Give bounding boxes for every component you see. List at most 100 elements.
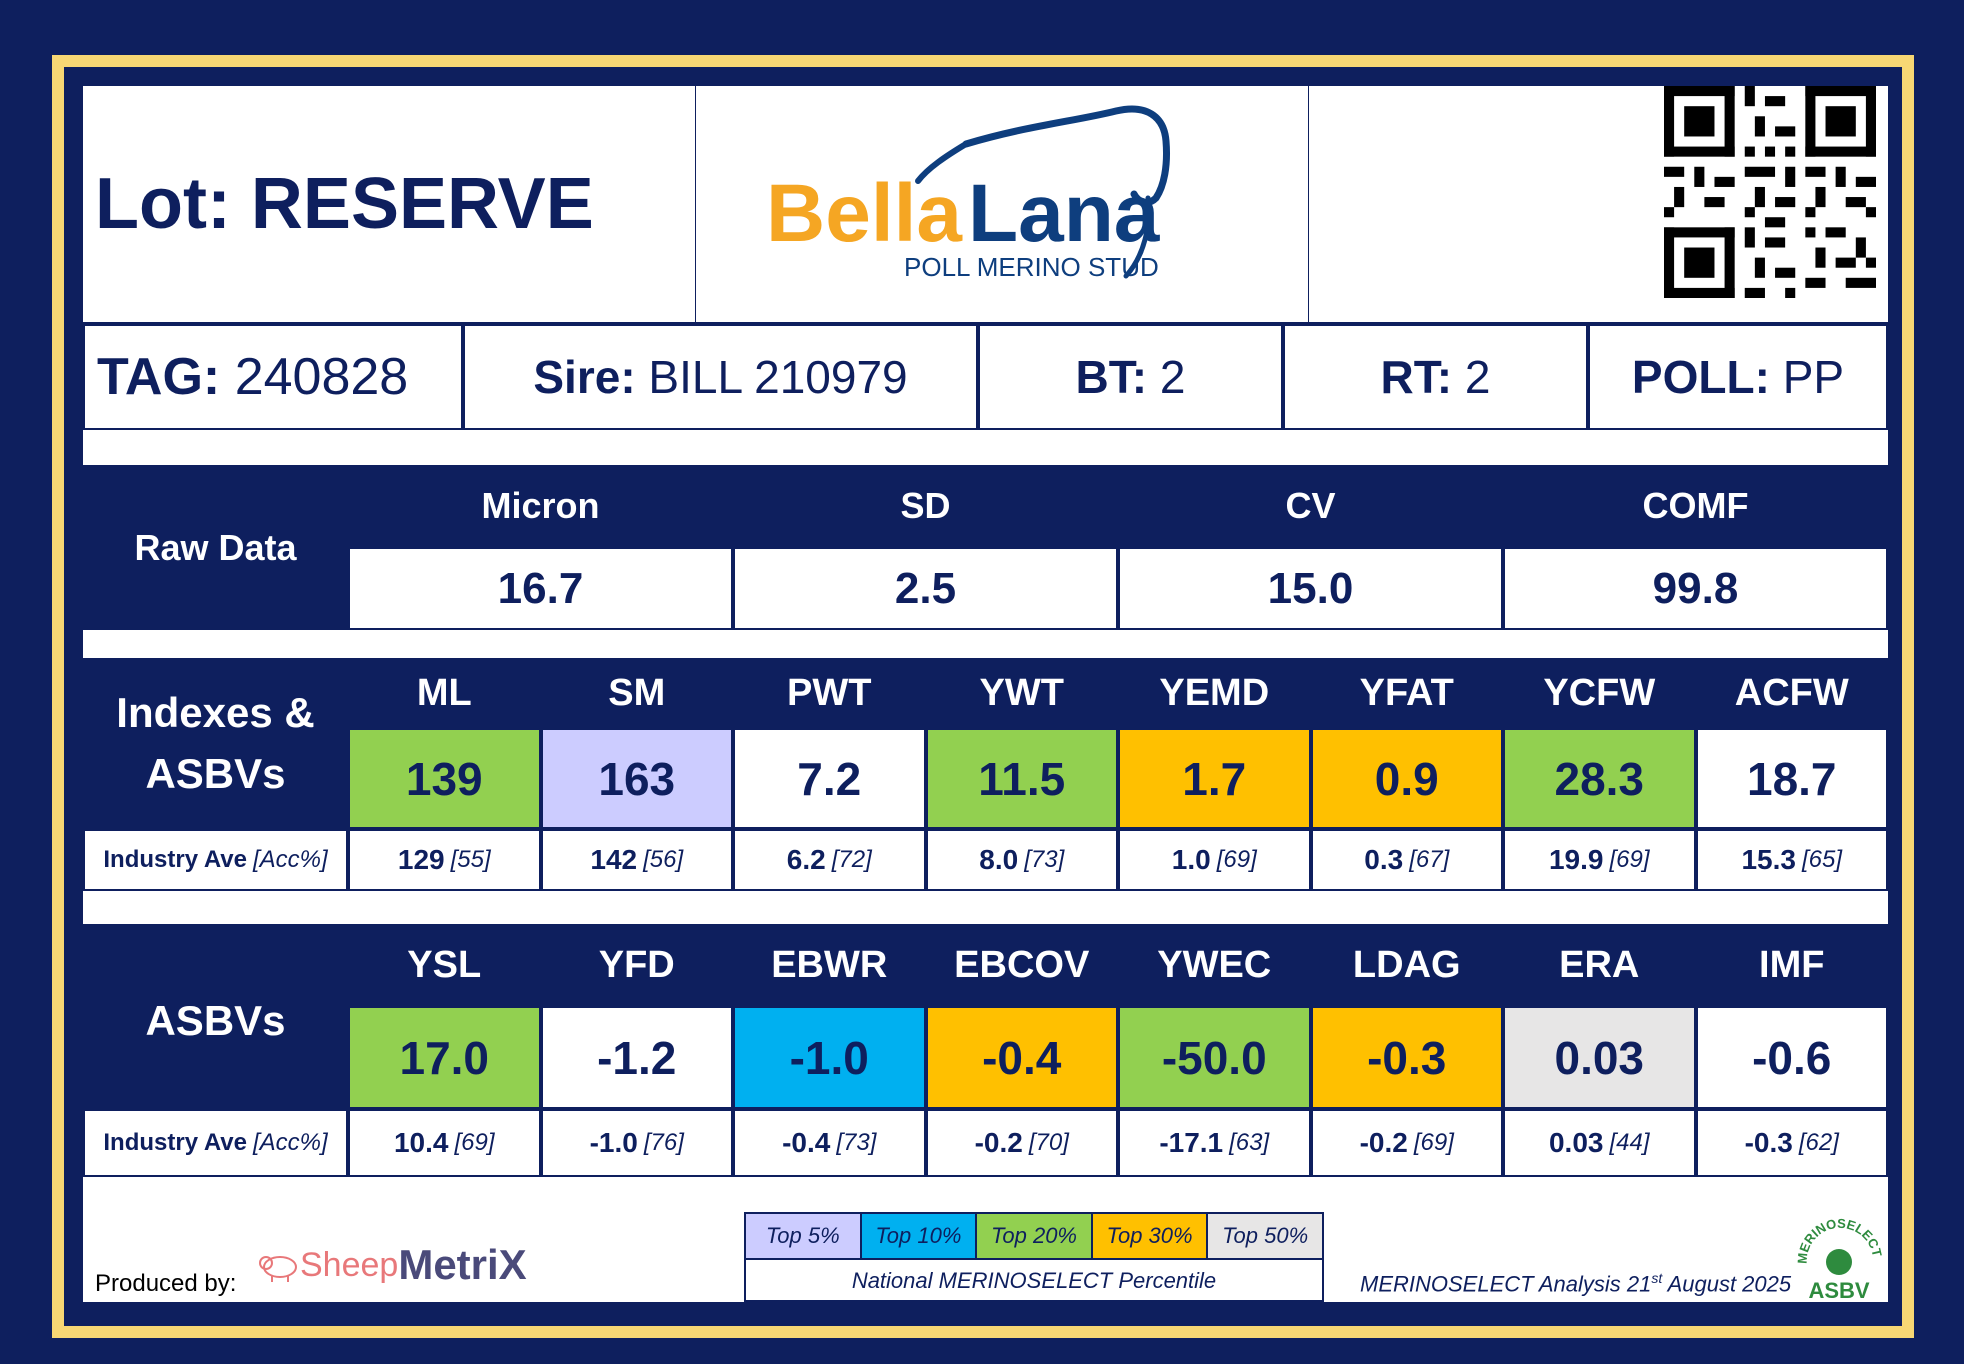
industry-ave-ebwr: -0.4 [73] xyxy=(733,1109,926,1177)
header-imf: IMF xyxy=(1759,943,1825,986)
value-sm: 163 xyxy=(540,728,733,829)
raw-header-comf: COMF xyxy=(1642,485,1749,526)
industry-ave-value-yemd: 1.0 xyxy=(1171,844,1211,875)
sheepmetrix-logo: Sheep MetriX xyxy=(258,1240,527,1290)
header-era: ERA xyxy=(1559,943,1640,986)
industry-acc-text: [Acc%] xyxy=(252,846,328,873)
industry-ave-ycfw: 19.9 [69] xyxy=(1503,829,1696,891)
lot-title: Lot: RESERVE xyxy=(95,164,594,244)
spacer-strip xyxy=(83,1177,1888,1212)
industry-ave-era: 0.03 [44] xyxy=(1503,1109,1696,1177)
industry-ave-ebcov: -0.2 [70] xyxy=(925,1109,1118,1177)
indexes-headers: ML SM PWT YWT YEMD YFAT YCFW ACFW xyxy=(348,658,1888,728)
header-sm: SM xyxy=(608,671,666,714)
percentile-legend-row: Top 5% Top 10% Top 20% Top 30% Top 50% xyxy=(746,1214,1322,1260)
analysis-date: MERINOSELECT Analysis 21st August 2025 xyxy=(1360,1270,1791,1297)
badge-bottom-text: ASBV xyxy=(1808,1278,1869,1302)
industry-ave-value-pwt: 6.2 xyxy=(786,844,826,875)
value-ycfw: 28.3 xyxy=(1503,728,1696,829)
industry-ave-value-yfd: -1.0 xyxy=(589,1127,638,1158)
industry-ave-value-ml: 129 xyxy=(397,844,445,875)
header-yemd: YEMD xyxy=(1159,671,1270,714)
indexes-label-line1: Indexes & xyxy=(116,688,315,736)
value-ysl: 17.0 xyxy=(348,1006,541,1109)
industry-acc-value-ml: [55] xyxy=(450,846,491,873)
legend-item-top-20: Top 20% xyxy=(977,1214,1093,1260)
header-ycfw: YCFW xyxy=(1543,671,1656,714)
raw-value-comf: 99.8 xyxy=(1503,547,1888,630)
industry-acc-value-yemd: [69] xyxy=(1216,846,1257,873)
industry-ave-value-ywt: 8.0 xyxy=(979,844,1019,875)
tag-row: TAG: 240828 Sire: BILL 210979 BT: 2 RT: … xyxy=(83,324,1888,430)
industry-acc-value-sm: [56] xyxy=(643,846,684,873)
value-yfat: 0.9 xyxy=(1310,728,1503,829)
sire-value: BILL 210979 xyxy=(648,351,908,403)
industry-ave-ysl: 10.4 [69] xyxy=(348,1109,541,1177)
header-yfat: YFAT xyxy=(1359,671,1454,714)
header-ebcov: EBCOV xyxy=(954,943,1090,986)
raw-header-micron: Micron xyxy=(481,485,600,526)
header-ywec: YWEC xyxy=(1157,943,1272,986)
footer: Produced by: Sheep MetriX Top 5% Top 10% To… xyxy=(83,1212,1888,1302)
rt-value: 2 xyxy=(1464,351,1491,403)
value-pwt: 7.2 xyxy=(733,728,926,829)
industry-ave-value-ldag: -0.2 xyxy=(1359,1127,1408,1158)
tag-key: TAG: xyxy=(97,348,221,406)
logo-bella: Bella xyxy=(766,168,963,259)
industry-ave-ml: 129 [55] xyxy=(348,829,541,891)
analysis-date-sup: st xyxy=(1651,1270,1663,1286)
header-yfd: YFD xyxy=(598,943,675,986)
industry-ave-value-sm: 142 xyxy=(590,844,638,875)
asbvs-values: 17.0 -1.2 -1.0 -0.4 -50.0 -0.3 0.03 -0.6 xyxy=(348,1006,1888,1109)
value-ebwr: -1.0 xyxy=(733,1006,926,1109)
qr-code-icon[interactable] xyxy=(1664,86,1876,298)
asbvs-section: ASBVs YSL YFD EBWR EBCOV YWEC LDAG ERA IMF 17.0… xyxy=(83,924,1888,1177)
value-ldag: -0.3 xyxy=(1310,1006,1503,1109)
industry-acc-value-yfd: [76] xyxy=(643,1129,684,1156)
industry-ave-ldag: -0.2 [69] xyxy=(1310,1109,1503,1177)
rt-key: RT: xyxy=(1380,351,1453,403)
industry-ave-value-acfw: 15.3 xyxy=(1741,844,1796,875)
industry-acc-value-ebwr: [73] xyxy=(836,1129,877,1156)
poll-value: PP xyxy=(1782,351,1845,403)
industry-ave-value-era: 0.03 xyxy=(1548,1127,1604,1158)
industry-ave-value-yfat: 0.3 xyxy=(1364,844,1404,875)
industry-ave-acfw: 15.3 [65] xyxy=(1695,829,1888,891)
raw-data-label: Raw Data xyxy=(134,526,297,568)
analysis-date-month: August 2025 xyxy=(1662,1271,1792,1297)
industry-ave-value-ywec: -17.1 xyxy=(1159,1127,1224,1158)
value-yfd: -1.2 xyxy=(540,1006,733,1109)
header-pwt: PWT xyxy=(787,671,872,714)
logo-subtitle: POLL MERINO STUD xyxy=(904,252,1159,282)
value-ywt: 11.5 xyxy=(925,728,1118,829)
industry-ave-text: Industry Ave xyxy=(103,846,247,873)
raw-data-values: 16.7 2.5 15.0 99.8 xyxy=(348,547,1888,630)
industry-acc-value-ywt: [73] xyxy=(1024,846,1065,873)
poll-key: POLL: xyxy=(1631,351,1770,403)
industry-acc-value-yfat: [67] xyxy=(1409,846,1450,873)
legend-item-top-10: Top 10% xyxy=(861,1214,978,1260)
indexes-industry-row: Industry Ave [Acc%] 129 [55] 142 [56] 6.2 [72]… xyxy=(83,829,1888,891)
industry-ave-label: Industry Ave [Acc%] xyxy=(83,829,348,891)
sheepmetrix-metrix: MetriX xyxy=(398,1241,527,1288)
industry-ave-yfd: -1.0 [76] xyxy=(540,1109,733,1177)
sire-cell: Sire: BILL 210979 xyxy=(463,324,978,430)
legend-item-top-30: Top 30% xyxy=(1092,1214,1209,1260)
percentile-legend: Top 5% Top 10% Top 20% Top 30% Top 50% Natio… xyxy=(744,1212,1324,1302)
header-ysl: YSL xyxy=(407,943,482,986)
header-ywt: YWT xyxy=(979,671,1064,714)
industry-ave-label: Industry Ave [Acc%] xyxy=(83,1109,348,1177)
value-yemd: 1.7 xyxy=(1118,728,1311,829)
industry-ave-pwt: 6.2 [72] xyxy=(733,829,926,891)
indexes-label: Indexes & ASBVs xyxy=(83,658,348,829)
rt-cell: RT: 2 xyxy=(1283,324,1588,430)
header-ldag: LDAG xyxy=(1352,943,1461,986)
percentile-legend-caption: National MERINOSELECT Percentile xyxy=(851,1268,1217,1293)
legend-item-top-5: Top 5% xyxy=(746,1214,862,1260)
industry-ave-value-ebwr: -0.4 xyxy=(782,1127,831,1158)
industry-ave-text: Industry Ave xyxy=(103,1129,247,1156)
value-acfw: 18.7 xyxy=(1695,728,1888,829)
industry-acc-text: [Acc%] xyxy=(252,1129,328,1156)
industry-acc-value-ebcov: [70] xyxy=(1028,1129,1069,1156)
sheepmetrix-sheep: Sheep xyxy=(300,1245,399,1284)
